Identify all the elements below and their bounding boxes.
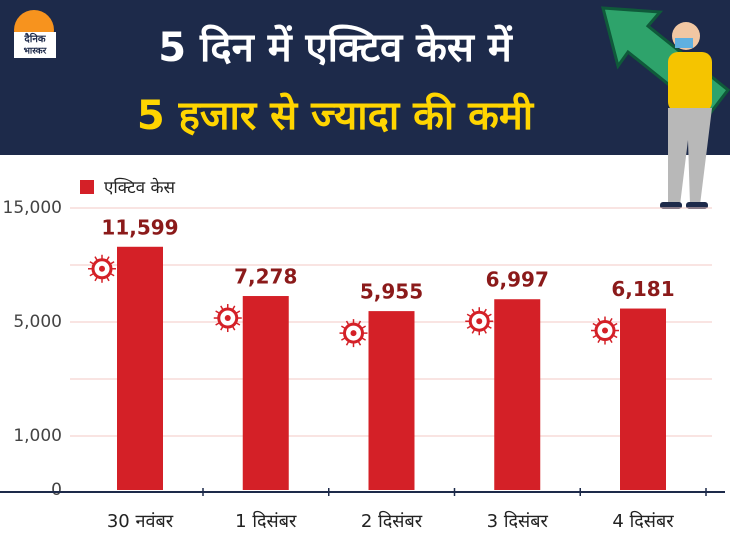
- virus-icon: [339, 319, 368, 348]
- y-tick-label: 15,000: [3, 198, 62, 218]
- illustration: [601, 6, 730, 209]
- x-tick-label: 30 नवंबर: [107, 511, 174, 532]
- virus-core: [476, 318, 483, 325]
- legend-label: एक्टिव केस: [104, 177, 176, 198]
- y-tick-label: 0: [51, 480, 62, 500]
- value-label: 11,599: [101, 215, 178, 239]
- virus-core: [602, 327, 608, 334]
- value-label: 6,997: [486, 268, 549, 292]
- person-shoe: [686, 202, 708, 209]
- logo-plate: [14, 32, 56, 58]
- virus-icon: [213, 304, 242, 333]
- x-tick-label: 2 दिसंबर: [361, 510, 423, 532]
- virus-core: [350, 330, 357, 337]
- value-label: 7,278: [234, 265, 297, 289]
- bar: [620, 308, 666, 490]
- bar: [242, 296, 289, 490]
- plot: 0 1,000 5,000 15,000 एक्टिव केस 30 नवंबर 11,59…: [3, 177, 712, 532]
- virus-icon: [88, 254, 116, 283]
- logo-text: भास्कर: [24, 47, 47, 57]
- chart-title: 5 दिन में एक्टिव केस में: [158, 24, 514, 71]
- logo-text: दैनिक: [23, 32, 46, 45]
- bar: [117, 246, 163, 490]
- y-tick-label: 1,000: [13, 426, 62, 446]
- y-tick-label: 5,000: [13, 312, 62, 332]
- legend-swatch: [80, 180, 94, 194]
- x-tick-label: 1 दिसंबर: [235, 510, 297, 532]
- bar: [494, 299, 541, 490]
- bar: [368, 311, 415, 490]
- logo: दैनिक भास्कर: [14, 10, 56, 58]
- virus-core: [224, 315, 231, 322]
- x-tick-label: 3 दिसंबर: [487, 510, 549, 532]
- chart-subtitle: 5 हजार से ज्यादा की कमी: [137, 92, 535, 139]
- value-label: 5,955: [360, 280, 423, 304]
- person-shirt: [668, 52, 712, 112]
- virus-icon: [465, 307, 494, 336]
- x-tick-label: 4 दिसंबर: [612, 510, 674, 532]
- value-label: 6,181: [611, 277, 674, 301]
- person-shoe: [660, 202, 682, 209]
- virus-icon: [591, 316, 619, 345]
- virus-core: [99, 265, 105, 272]
- person-legs: [668, 108, 712, 205]
- person-mask: [675, 38, 693, 48]
